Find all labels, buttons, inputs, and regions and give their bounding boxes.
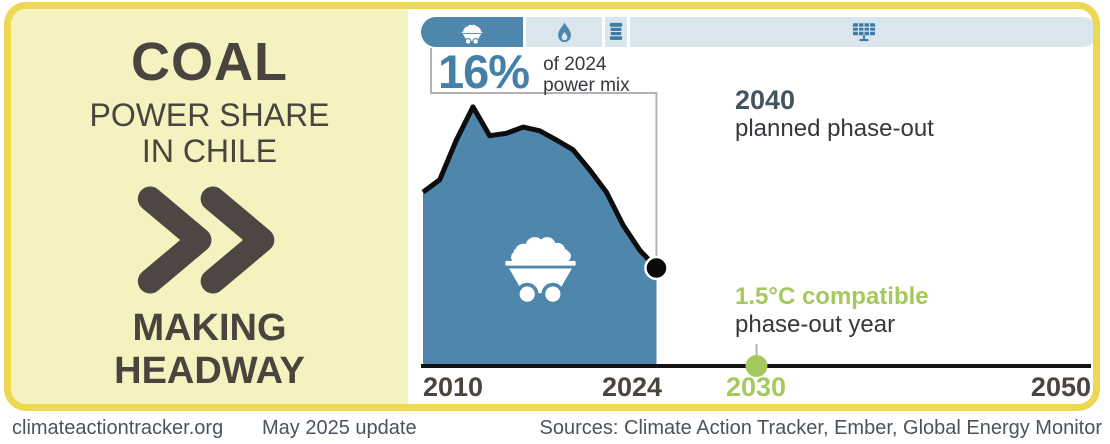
bar-segment-renewables bbox=[630, 17, 1093, 47]
verdict-text: MAKING HEADWAY bbox=[11, 307, 408, 393]
series-line bbox=[421, 104, 659, 270]
page-title: COAL bbox=[131, 32, 288, 92]
axis-label-2030: 2030 bbox=[725, 372, 787, 402]
bar-segment-gas bbox=[526, 17, 603, 47]
footer-sources: Sources: Climate Action Tracker, Ember, … bbox=[539, 417, 1102, 439]
share-caption: of 2024 power mix bbox=[543, 54, 630, 96]
axis-label-2050: 2050 bbox=[1030, 372, 1091, 402]
coal-cart-icon bbox=[505, 237, 576, 306]
left-title-panel: COAL POWER SHARE IN CHILE MAKING HEADWAY bbox=[11, 9, 408, 404]
flame-icon bbox=[557, 22, 571, 42]
bar-segment-coal bbox=[421, 17, 524, 47]
compatible-label: phase-out year bbox=[735, 311, 896, 338]
coal-share-area-chart bbox=[421, 48, 1091, 377]
planned-phaseout-label: planned phase-out bbox=[735, 115, 934, 142]
footer: climateactiontracker.org May 2025 update… bbox=[0, 414, 1110, 444]
verdict-line-1: MAKING bbox=[132, 307, 287, 349]
area-fill bbox=[423, 106, 657, 367]
footer-site-url: climateactiontracker.org bbox=[12, 417, 224, 439]
compatible-year-dot bbox=[745, 355, 768, 377]
bar-segment-oil bbox=[605, 17, 628, 47]
subtitle-line-2: IN CHILE bbox=[141, 133, 278, 169]
coal-cart-icon bbox=[461, 24, 483, 45]
planned-phaseout-annotation: 2040 planned phase-out bbox=[735, 85, 934, 143]
solar-panel-icon bbox=[853, 22, 876, 41]
verdict-line-2: HEADWAY bbox=[114, 350, 305, 392]
double-chevron-right-icon bbox=[11, 185, 408, 295]
share-caption-line-2: power mix bbox=[543, 75, 630, 96]
page-subtitle: POWER SHARE IN CHILE bbox=[11, 97, 408, 169]
infographic-card: COAL POWER SHARE IN CHILE MAKING HEADWAY bbox=[4, 2, 1100, 411]
power-mix-bar bbox=[421, 17, 1093, 47]
share-value: 16% bbox=[438, 45, 530, 98]
footer-update-date: May 2025 update bbox=[262, 417, 417, 439]
oil-barrel-icon bbox=[610, 22, 623, 41]
compatible-title: 1.5°C compatible bbox=[735, 283, 929, 310]
axis-label-2010: 2010 bbox=[423, 372, 484, 402]
subtitle-line-1: POWER SHARE bbox=[89, 97, 330, 133]
share-callout: 16% of 2024 power mix bbox=[438, 45, 630, 98]
planned-phaseout-year: 2040 bbox=[735, 85, 796, 115]
series-end-dot bbox=[644, 255, 669, 281]
callout-connector-line bbox=[430, 48, 658, 256]
chart-panel: 16% of 2024 power mix 2040 planned phase… bbox=[408, 9, 1093, 404]
share-caption-line-1: of 2024 bbox=[543, 54, 607, 75]
compatible-phaseout-annotation: 1.5°C compatible phase-out year bbox=[735, 283, 929, 339]
axis-label-2024: 2024 bbox=[602, 372, 663, 402]
